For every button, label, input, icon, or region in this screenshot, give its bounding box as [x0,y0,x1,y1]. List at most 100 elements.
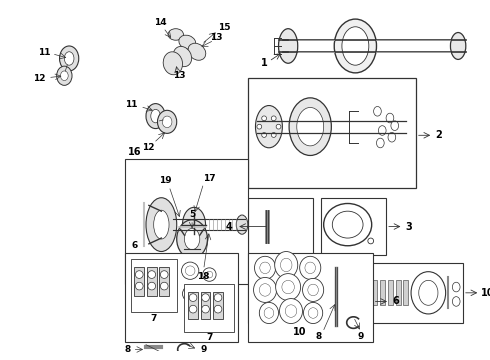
Ellipse shape [253,278,277,302]
Bar [125,159,248,284]
Bar [213,292,223,319]
Circle shape [262,116,267,121]
Circle shape [160,282,168,290]
Text: 14: 14 [154,18,167,27]
Ellipse shape [177,220,207,258]
Circle shape [189,294,197,301]
Text: 9: 9 [200,345,207,354]
Ellipse shape [254,256,276,279]
Ellipse shape [279,298,302,324]
Ellipse shape [300,272,334,314]
Ellipse shape [332,211,363,238]
Bar [159,267,169,296]
Bar [359,263,463,323]
Text: 2: 2 [436,130,442,140]
Ellipse shape [452,297,460,306]
Bar [277,280,281,305]
Text: 1: 1 [261,58,268,68]
Text: 17: 17 [203,174,216,183]
Text: 7: 7 [150,314,157,323]
Bar [396,280,400,305]
Ellipse shape [285,305,297,317]
Circle shape [186,290,194,298]
Text: 16: 16 [128,147,141,157]
Bar [388,280,393,305]
Text: 5: 5 [189,210,195,219]
Circle shape [135,282,143,290]
Bar [373,280,377,305]
Circle shape [271,116,276,121]
Ellipse shape [391,121,398,130]
Text: 3: 3 [406,221,413,231]
Bar [125,253,238,342]
Circle shape [148,271,156,278]
Text: 6: 6 [392,296,399,306]
Ellipse shape [280,258,292,272]
Text: 13: 13 [173,71,186,80]
Ellipse shape [297,107,324,146]
Text: 11: 11 [38,48,50,57]
Ellipse shape [376,138,384,148]
Circle shape [214,294,222,301]
Ellipse shape [342,27,369,65]
Ellipse shape [259,302,278,324]
Circle shape [148,282,156,290]
Ellipse shape [57,66,72,85]
Circle shape [271,132,276,138]
Ellipse shape [275,252,298,278]
Bar [261,280,266,305]
Ellipse shape [151,109,160,123]
Ellipse shape [278,29,298,63]
Ellipse shape [341,282,349,292]
Ellipse shape [146,104,165,129]
Ellipse shape [378,126,386,135]
Ellipse shape [452,282,460,292]
Bar [248,198,313,255]
Ellipse shape [64,52,74,65]
Bar [131,259,177,312]
Bar [147,267,156,296]
Text: 6: 6 [131,241,138,250]
Ellipse shape [276,274,301,301]
Ellipse shape [386,113,394,123]
Ellipse shape [157,110,177,133]
Ellipse shape [388,132,396,142]
Circle shape [181,262,199,279]
Circle shape [187,309,201,323]
Ellipse shape [60,71,68,81]
Circle shape [276,124,281,129]
Circle shape [368,238,373,244]
Bar [365,280,370,305]
Bar [321,198,386,255]
Bar [184,284,234,332]
Ellipse shape [308,284,319,296]
Ellipse shape [419,280,438,305]
Ellipse shape [168,29,183,40]
Circle shape [202,305,209,313]
Ellipse shape [146,198,177,252]
Text: 7: 7 [206,333,213,342]
Text: 10: 10 [293,327,306,337]
Ellipse shape [289,98,331,156]
Ellipse shape [305,262,316,274]
Bar [269,280,274,305]
Bar [134,267,144,296]
Text: 8: 8 [124,345,131,354]
Bar [201,292,210,319]
Text: 4: 4 [225,221,232,231]
Bar [188,292,198,319]
Ellipse shape [341,297,349,306]
Ellipse shape [307,280,326,305]
Bar [403,280,408,305]
Ellipse shape [182,207,205,242]
Bar [248,263,351,323]
Circle shape [257,124,262,129]
Bar [248,253,373,342]
Ellipse shape [188,43,206,60]
Ellipse shape [303,302,323,324]
Bar [253,280,258,305]
Ellipse shape [184,229,200,249]
Ellipse shape [179,35,196,49]
Ellipse shape [162,116,172,127]
Ellipse shape [302,278,324,301]
